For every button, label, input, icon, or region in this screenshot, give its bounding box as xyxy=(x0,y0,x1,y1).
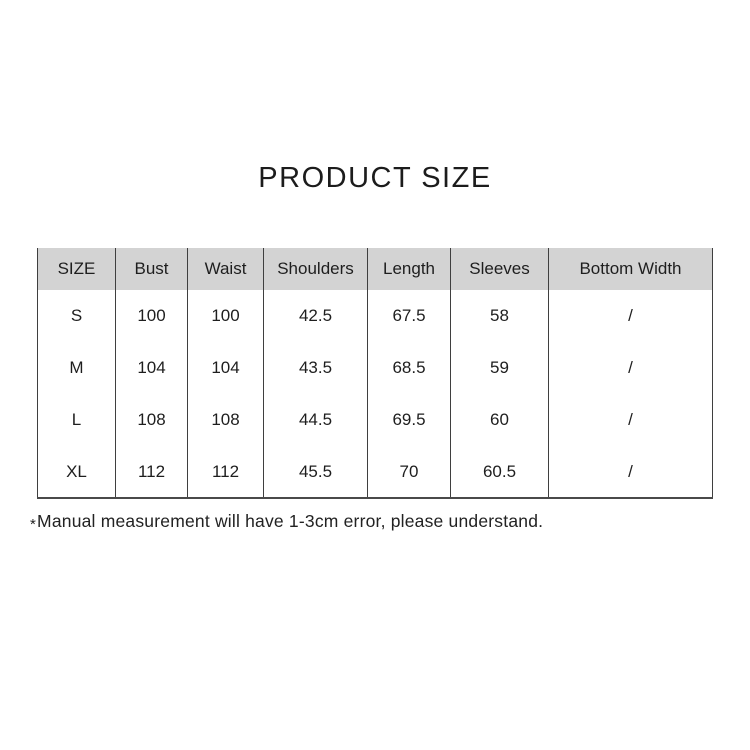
header-cell-bust: Bust xyxy=(115,248,188,290)
header-cell-shoulders: Shoulders xyxy=(263,248,368,290)
size-table-body: S 100 100 42.5 67.5 58 / M 104 104 43.5 … xyxy=(37,290,713,498)
header-cell-sleeves: Sleeves xyxy=(450,248,549,290)
size-cell: L xyxy=(37,394,116,446)
value-cell: / xyxy=(548,446,713,498)
value-cell: 44.5 xyxy=(263,394,368,446)
value-cell: 108 xyxy=(115,394,188,446)
value-cell: 112 xyxy=(115,446,188,498)
size-table-header: SIZE Bust Waist Shoulders Length Sleeves… xyxy=(37,248,713,290)
value-cell: / xyxy=(548,290,713,342)
value-cell: 67.5 xyxy=(367,290,451,342)
header-cell-bottom-width: Bottom Width xyxy=(548,248,713,290)
size-cell: S xyxy=(37,290,116,342)
header-cell-waist: Waist xyxy=(187,248,264,290)
value-cell: 43.5 xyxy=(263,342,368,394)
table-row-m: M 104 104 43.5 68.5 59 / xyxy=(37,342,713,394)
value-cell: 70 xyxy=(367,446,451,498)
value-cell: 68.5 xyxy=(367,342,451,394)
value-cell: 69.5 xyxy=(367,394,451,446)
value-cell: 42.5 xyxy=(263,290,368,342)
measurement-footnote: *Manual measurement will have 1-3cm erro… xyxy=(30,511,544,533)
value-cell: 60 xyxy=(450,394,549,446)
header-cell-length: Length xyxy=(367,248,451,290)
value-cell: 59 xyxy=(450,342,549,394)
header-row: SIZE Bust Waist Shoulders Length Sleeves… xyxy=(37,248,713,290)
table-row-s: S 100 100 42.5 67.5 58 / xyxy=(37,290,713,342)
footnote-asterisk: * xyxy=(30,516,37,533)
value-cell: / xyxy=(548,342,713,394)
footnote-text: Manual measurement will have 1-3cm error… xyxy=(37,511,544,531)
value-cell: 104 xyxy=(187,342,264,394)
value-cell: 60.5 xyxy=(450,446,549,498)
header-cell-size: SIZE xyxy=(37,248,116,290)
value-cell: 100 xyxy=(187,290,264,342)
table-row-xl: XL 112 112 45.5 70 60.5 / xyxy=(37,446,713,498)
value-cell: 104 xyxy=(115,342,188,394)
value-cell: 45.5 xyxy=(263,446,368,498)
value-cell: / xyxy=(548,394,713,446)
value-cell: 112 xyxy=(187,446,264,498)
value-cell: 108 xyxy=(187,394,264,446)
table-row-l: L 108 108 44.5 69.5 60 / xyxy=(37,394,713,446)
value-cell: 58 xyxy=(450,290,549,342)
value-cell: 100 xyxy=(115,290,188,342)
page-title: PRODUCT SIZE xyxy=(258,162,492,194)
size-cell: M xyxy=(37,342,116,394)
size-table: SIZE Bust Waist Shoulders Length Sleeves… xyxy=(37,248,713,499)
size-cell: XL xyxy=(37,446,116,498)
